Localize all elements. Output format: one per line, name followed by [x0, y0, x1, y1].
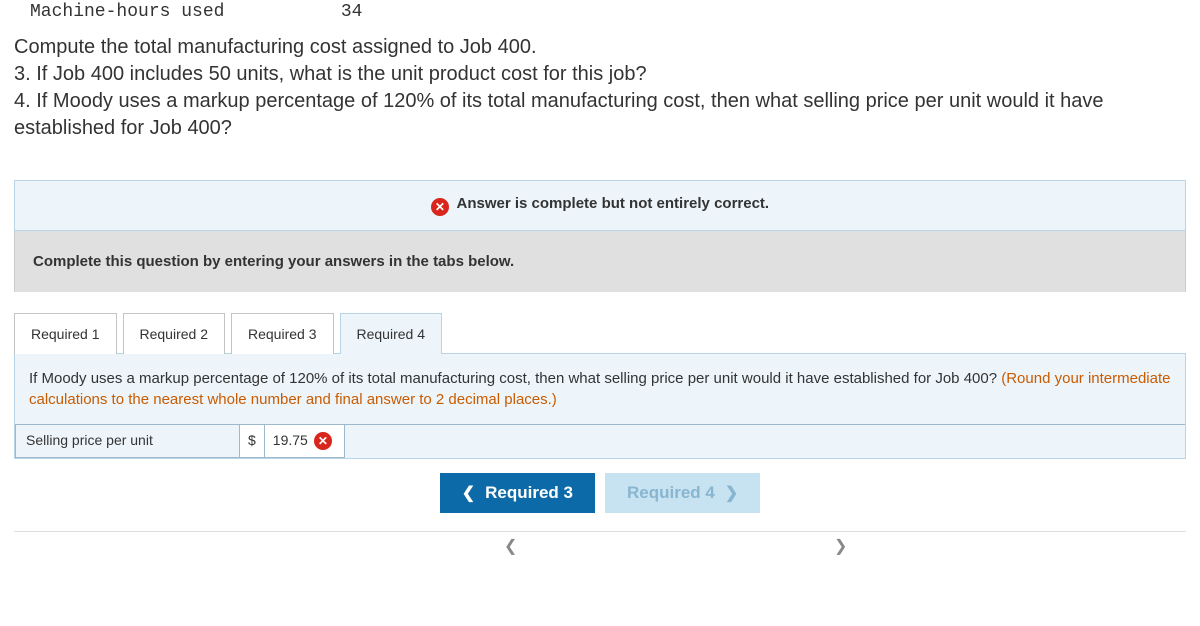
question-line: 4. If Moody uses a markup percentage of …	[14, 88, 1186, 142]
data-row-value: 34	[341, 2, 363, 22]
tab-required-2[interactable]: Required 2	[123, 313, 226, 354]
x-icon: ✕	[314, 432, 332, 450]
data-row-label: Machine-hours used	[30, 2, 330, 22]
data-row-machine-hours: Machine-hours used 34	[0, 0, 1200, 24]
prev-label: Required 3	[485, 483, 573, 503]
tab-nav: ❮ Required 3 Required 4 ❯	[0, 459, 1200, 523]
question-line: 3. If Job 400 includes 50 units, what is…	[14, 61, 1186, 88]
chevron-right-icon: ❯	[725, 483, 738, 503]
tabs-container: Required 1 Required 2 Required 3 Require…	[14, 312, 1186, 353]
answer-status-banner: ✕ Answer is complete but not entirely co…	[14, 180, 1186, 231]
instructions-bar: Complete this question by entering your …	[14, 231, 1186, 292]
x-icon: ✕	[431, 198, 449, 216]
chevron-left-icon: ❮	[462, 483, 475, 503]
tab-required-3[interactable]: Required 3	[231, 313, 334, 354]
next-label: Required 4	[627, 483, 715, 503]
question-text: Compute the total manufacturing cost ass…	[0, 24, 1200, 162]
tab-panel-required-4: If Moody uses a markup percentage of 120…	[14, 353, 1186, 459]
currency-symbol: $	[240, 425, 265, 458]
status-text: Answer is complete but not entirely corr…	[457, 195, 770, 212]
tab-required-1[interactable]: Required 1	[14, 313, 117, 354]
chevron-right-icon: ❯	[834, 536, 847, 556]
instructions-text: Complete this question by entering your …	[33, 253, 514, 270]
chevron-left-icon: ❮	[504, 536, 517, 556]
tab-required-4[interactable]: Required 4	[340, 313, 443, 354]
prev-tab-button[interactable]: ❮ Required 3	[440, 473, 595, 513]
answer-row: Selling price per unit $ 19.75 ✕	[15, 424, 1185, 458]
bottom-strip: ❮ ❯	[14, 531, 1186, 555]
panel-prompt: If Moody uses a markup percentage of 120…	[29, 370, 1001, 387]
next-tab-button[interactable]: Required 4 ❯	[605, 473, 760, 513]
answer-value-cell[interactable]: 19.75 ✕	[265, 425, 345, 458]
question-line: Compute the total manufacturing cost ass…	[14, 34, 1186, 61]
answer-label: Selling price per unit	[15, 425, 240, 458]
answer-value: 19.75	[273, 431, 308, 451]
